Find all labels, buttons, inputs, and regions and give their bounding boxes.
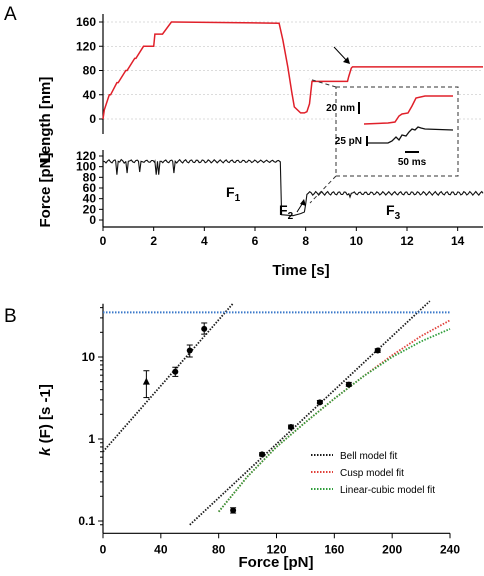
force-axis-label: Force [pN] [37, 152, 54, 227]
data-point [186, 347, 193, 354]
k-tick-label: 1 [88, 432, 95, 446]
time-tick-label: 6 [252, 234, 259, 248]
panel-label-b: B [4, 306, 17, 327]
force-tick-label: 40 [154, 542, 168, 556]
force-tick-label: 240 [440, 542, 460, 556]
k-tick-label: 0.1 [78, 514, 95, 528]
data-point-triangle [142, 377, 150, 385]
f2-arrow-head [300, 199, 306, 206]
data-point [287, 424, 294, 431]
inset-zoom-line [308, 78, 337, 88]
force-tick-label: 120 [76, 149, 96, 163]
bell-model-fitline [102, 302, 234, 453]
force-tick-label: 0 [100, 542, 107, 556]
data-point [374, 347, 381, 354]
force-tick-label: 80 [212, 542, 226, 556]
force-tick-label: 200 [382, 542, 402, 556]
force-x-axis-label: Force [pN] [239, 554, 314, 571]
force-tick-label: 100 [76, 160, 96, 174]
length-plot: 0 40 80 120 160 [76, 14, 483, 134]
linear-cubic-model-fitline [218, 328, 451, 513]
force-tick-label: 40 [83, 192, 97, 206]
k-tick-label: 10 [82, 350, 96, 364]
inset-length-trace [363, 95, 453, 125]
data-point [345, 381, 352, 388]
annotation-f1: F1 [226, 184, 241, 204]
legend: Bell model fit Cusp model fit Linear-cub… [311, 451, 435, 496]
length-tick-label: 0 [89, 112, 96, 126]
data-point [201, 325, 208, 332]
force-trace [102, 158, 484, 217]
time-tick-label: 8 [302, 234, 309, 248]
inset-scale-length: 20 nm [326, 103, 355, 114]
annotation-f2: F2 [279, 202, 294, 222]
force-tick-label: 160 [324, 542, 344, 556]
inset-zoom-line-2 [309, 175, 337, 204]
time-tick-label: 4 [201, 234, 208, 248]
time-tick-label: 0 [100, 234, 107, 248]
force-tick-label: 20 [83, 202, 97, 216]
inset-box [335, 86, 459, 177]
legend-bell-label: Bell model fit [340, 451, 397, 462]
time-tick-label: 2 [150, 234, 157, 248]
length-tick-label: 160 [76, 15, 96, 29]
data-point [259, 451, 266, 458]
data-point [230, 507, 237, 514]
legend-linear-cubic-label: Linear-cubic model fit [340, 485, 435, 496]
time-tick-label: 12 [400, 234, 414, 248]
time-tick-label: 10 [350, 234, 364, 248]
panel-label-a: A [4, 4, 17, 25]
k-axis-label: k (F) [s -1] [37, 384, 54, 456]
length-tick-label: 40 [83, 88, 97, 102]
inset-panel: 20 nm 25 pN 50 ms [308, 78, 459, 204]
force-tick-label: 0 [89, 213, 96, 227]
inset-scale-time: 50 ms [398, 157, 427, 168]
length-tick-label: 120 [76, 39, 96, 53]
top-arrow-head [343, 57, 350, 64]
length-axis-label: Length [nm] [37, 77, 54, 164]
cusp-model-fitline [218, 319, 451, 513]
legend-cusp-label: Cusp model fit [340, 468, 404, 479]
rate-plot: 0.1 1 10 0 40 80 120 160 200 240 [78, 300, 460, 556]
bell-model-fitline [189, 300, 431, 526]
force-tick-label: 80 [83, 170, 97, 184]
inset-scale-force: 25 pN [335, 136, 362, 147]
length-trace [102, 21, 483, 120]
inset-force-trace [366, 126, 454, 144]
force-tick-label: 60 [83, 181, 97, 195]
data-point [316, 399, 323, 406]
annotation-f3: F3 [386, 202, 401, 222]
force-tick-label: 120 [266, 542, 286, 556]
data-point [172, 368, 179, 375]
time-tick-label: 14 [451, 234, 465, 248]
length-tick-label: 80 [83, 64, 97, 78]
time-axis-label: Time [s] [272, 262, 329, 279]
